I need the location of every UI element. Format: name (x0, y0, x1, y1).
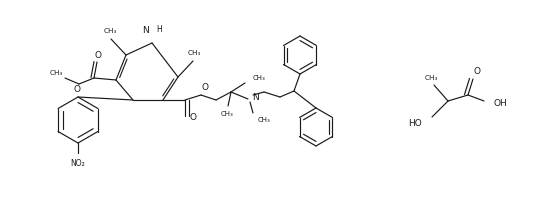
Text: N: N (252, 94, 259, 102)
Text: CH₃: CH₃ (258, 117, 271, 123)
Text: CH₃: CH₃ (187, 50, 201, 56)
Text: CH₃: CH₃ (253, 75, 266, 81)
Text: CH₃: CH₃ (50, 70, 63, 76)
Text: HO: HO (408, 118, 422, 128)
Text: O: O (473, 68, 481, 76)
Text: H: H (156, 25, 161, 34)
Text: O: O (190, 114, 197, 122)
Text: CH₃: CH₃ (221, 111, 233, 117)
Text: N: N (142, 26, 149, 35)
Text: O: O (201, 83, 208, 92)
Text: CH₃: CH₃ (424, 75, 438, 81)
Text: O: O (94, 50, 101, 59)
Text: CH₃: CH₃ (103, 28, 117, 34)
Text: O: O (74, 85, 80, 94)
Text: NO₂: NO₂ (71, 160, 85, 168)
Text: OH: OH (494, 98, 508, 108)
